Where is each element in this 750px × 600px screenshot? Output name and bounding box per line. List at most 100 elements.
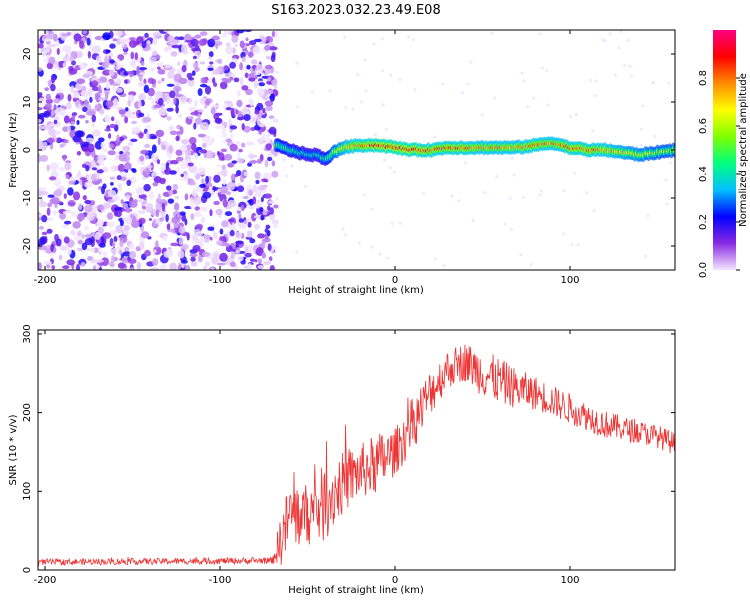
noise-cell — [152, 50, 158, 57]
noise-cell — [100, 142, 106, 149]
noise-cell — [66, 247, 72, 255]
noise-cell — [151, 78, 157, 85]
noise-cell — [105, 80, 111, 90]
noise-cell — [539, 32, 542, 36]
noise-cell — [265, 105, 273, 112]
noise-cell — [245, 188, 249, 197]
noise-cell — [72, 135, 82, 142]
noise-cell — [40, 47, 48, 55]
noise-cell — [389, 166, 392, 170]
noise-cell — [381, 69, 385, 73]
noise-cell — [138, 112, 145, 118]
noise-cell — [107, 150, 116, 156]
noise-cell — [122, 145, 131, 152]
noise-cell — [169, 262, 177, 270]
noise-cell — [79, 62, 87, 70]
noise-cell — [101, 251, 108, 256]
noise-cell — [54, 130, 61, 135]
noise-cell — [187, 182, 197, 186]
noise-cell — [72, 221, 81, 229]
noise-cell — [199, 206, 208, 212]
noise-cell — [264, 228, 269, 233]
noise-cell — [253, 80, 259, 89]
noise-cell — [295, 250, 299, 254]
noise-cell — [175, 105, 179, 114]
noise-cell — [165, 213, 169, 223]
noise-cell — [114, 206, 123, 212]
noise-cell — [124, 162, 132, 171]
colorbar-tick-label: 0.8 — [698, 70, 709, 86]
noise-cell — [102, 232, 112, 239]
noise-cell — [162, 191, 170, 197]
noise-cell — [166, 185, 172, 191]
noise-cell — [217, 58, 223, 64]
noise-cell — [197, 113, 201, 118]
noise-cell — [61, 108, 66, 117]
noise-cell — [127, 141, 134, 147]
noise-cell — [178, 236, 184, 246]
noise-cell — [253, 38, 262, 43]
noise-cell — [110, 255, 115, 263]
snr-x-tick-label: 0 — [392, 575, 398, 586]
noise-cell — [45, 93, 52, 101]
noise-cell — [134, 52, 138, 61]
noise-cell — [249, 154, 258, 158]
noise-cell — [81, 242, 88, 251]
noise-cell — [141, 41, 147, 49]
noise-cell — [267, 205, 271, 211]
noise-cell — [175, 87, 179, 97]
noise-cell — [179, 211, 186, 216]
noise-cell — [82, 106, 88, 113]
noise-cell — [150, 67, 155, 72]
noise-cell — [617, 46, 621, 50]
noise-cell — [47, 44, 51, 53]
noise-cell — [248, 205, 255, 210]
noise-cell — [211, 256, 220, 265]
noise-cell — [126, 70, 135, 75]
noise-cell — [194, 117, 203, 125]
noise-cell — [184, 150, 192, 156]
noise-cell — [627, 38, 630, 42]
noise-cell — [146, 131, 150, 141]
noise-cell — [268, 46, 278, 51]
noise-cell — [221, 164, 226, 170]
noise-cell — [44, 87, 49, 91]
noise-cell — [52, 210, 57, 216]
noise-cell — [188, 106, 197, 112]
noise-cell — [363, 58, 367, 62]
noise-cell — [246, 141, 255, 146]
noise-cell — [481, 113, 484, 117]
noise-cell — [208, 51, 214, 58]
noise-cell — [181, 139, 189, 145]
noise-cell — [258, 123, 266, 128]
noise-cell — [96, 204, 105, 211]
noise-cell — [221, 168, 228, 177]
noise-cell — [135, 186, 145, 196]
noise-cell — [275, 70, 279, 74]
noise-cell — [168, 144, 173, 154]
noise-cell — [457, 199, 461, 203]
noise-cell — [190, 213, 195, 221]
noise-cell — [248, 76, 256, 82]
noise-cell — [117, 246, 124, 251]
noise-cell — [41, 231, 48, 236]
noise-cell — [157, 66, 161, 70]
noise-cell — [54, 178, 62, 187]
noise-cell — [225, 46, 234, 55]
noise-cell — [105, 49, 111, 53]
noise-cell — [87, 256, 93, 261]
noise-cell — [199, 61, 206, 65]
noise-cell — [169, 170, 177, 175]
noise-cell — [65, 174, 70, 180]
noise-cell — [223, 100, 233, 105]
noise-cell — [42, 124, 52, 131]
noise-cell — [248, 51, 254, 59]
noise-cell — [125, 194, 131, 200]
noise-cell — [503, 222, 507, 226]
snr-x-tick-label: 100 — [560, 575, 579, 586]
noise-cell — [70, 121, 76, 125]
noise-cell — [109, 59, 115, 64]
noise-cell — [399, 221, 402, 225]
noise-cell — [227, 218, 235, 223]
noise-cell — [381, 103, 385, 107]
